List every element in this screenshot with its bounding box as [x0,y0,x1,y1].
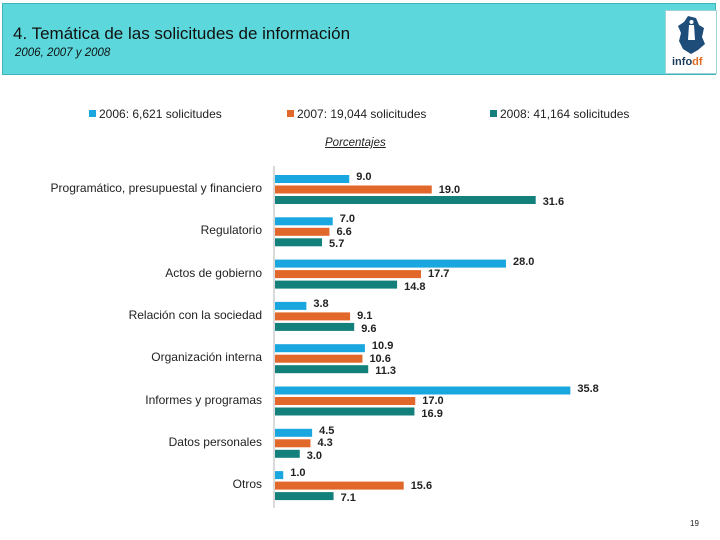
data-label: 3.0 [306,449,323,462]
data-label: 4.5 [319,424,335,437]
data-label: 5.7 [329,238,345,251]
data-label: 19.0 [438,183,461,196]
data-label: 10.6 [369,352,391,365]
data-label: 9.1 [357,310,373,323]
bar-2006 [275,471,284,480]
bar-2006 [275,259,506,268]
data-label: 17.7 [428,268,450,281]
bar-2008 [275,407,415,416]
legend-swatch-2007 [287,110,294,117]
bar-2007 [275,439,311,448]
bar-2006 [275,217,333,226]
data-label: 6.6 [336,225,352,238]
chart-title: Porcentajes [325,137,386,149]
bar-2006 [275,175,350,183]
bar-2008 [275,365,369,374]
data-label: 9.0 [356,171,372,183]
slide-header: 4. Temática de las solicitudes de inform… [2,3,717,75]
data-label: 28.0 [513,255,535,268]
category-label: Regulatorio [200,223,262,238]
category-label: Informes y programas [145,392,262,407]
slide-subtitle: 2006, 2007 y 2008 [15,47,111,59]
legend-item-2008: 2008: 41,164 solicitudes [490,107,629,121]
bar-2008 [275,449,300,458]
bar-2006 [275,428,313,437]
bar-2007 [275,270,422,279]
bar-2007 [275,354,363,363]
category-label: Datos personales [168,434,262,449]
data-label: 7.1 [340,492,356,505]
legend-item-2006: 2006: 6,621 solicitudes [89,107,222,121]
slide-title: 4. Temática de las solicitudes de inform… [13,24,351,43]
data-label: 10.9 [371,340,394,353]
category-label: Otros [232,477,262,492]
infodf-logo: infodf [665,10,717,74]
bar-2008 [275,492,334,501]
data-label: 3.8 [313,297,329,310]
data-label: 31.6 [542,196,565,208]
data-label: 17.0 [422,395,444,407]
category-label: Actos de gobierno [165,265,262,280]
data-label: 9.6 [361,322,377,335]
data-label: 14.8 [404,280,426,293]
data-label: 16.9 [421,407,443,420]
data-label: 7.0 [339,213,356,226]
legend-label-2006: 2006: 6,621 solicitudes [99,107,222,121]
data-label: 1.0 [290,467,306,480]
bar-2008 [275,280,398,289]
bar-2008 [275,196,536,204]
bar-2007 [275,227,330,236]
bar-2006 [275,344,365,353]
category-label: Programático, presupuestal y financiero [50,181,262,195]
legend-swatch-2008 [490,110,497,117]
category-label: Organización interna [151,350,262,365]
mexico-city-map-icon [678,16,705,54]
data-label: 4.3 [317,437,333,450]
data-label: 15.6 [410,479,433,492]
legend-swatch-2006 [89,110,96,117]
data-label: 35.8 [577,382,599,395]
category-label: Relación con la sociedad [128,307,262,322]
data-label: 11.3 [375,365,397,378]
bar-2008 [275,322,355,331]
bar-2007 [275,481,404,490]
legend-label-2008: 2008: 41,164 solicitudes [500,107,630,121]
bar-2007 [275,312,351,321]
bar-2006 [275,301,307,310]
legend-label-2007: 2007: 19,044 solicitudes [297,107,427,121]
bar-2007 [275,397,416,405]
logo-text: infodf [672,56,703,68]
page-number: 19 [690,519,699,528]
legend-item-2007: 2007: 19,044 solicitudes [287,107,426,121]
bar-2007 [275,185,432,194]
bar-2008 [275,238,323,247]
bar-2006 [275,386,571,395]
